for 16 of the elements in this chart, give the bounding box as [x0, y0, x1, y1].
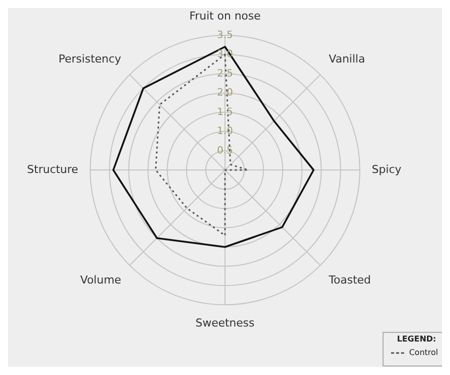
- y-tick-label: 0.5: [217, 145, 233, 156]
- spoke-label: Volume: [80, 273, 122, 286]
- spoke-label: Structure: [27, 162, 78, 176]
- spoke-label: Spicy: [372, 162, 402, 176]
- y-tick-label: 3.5: [217, 30, 233, 41]
- legend-label: Control: [409, 348, 438, 358]
- y-tick-label: 1.0: [217, 126, 233, 138]
- spoke-label: Fruit on nose: [189, 9, 261, 22]
- spoke-label: Vanilla: [328, 52, 366, 66]
- spoke-label: Toasted: [328, 273, 371, 286]
- legend-title: LEGEND:: [396, 334, 436, 344]
- spoke-label: Persistency: [58, 52, 122, 66]
- y-tick-label: 2.0: [217, 88, 233, 99]
- y-tick-label: 2.5: [217, 68, 233, 80]
- y-tick-label: 1.5: [217, 106, 233, 118]
- spoke-label: Sweetness: [195, 316, 255, 330]
